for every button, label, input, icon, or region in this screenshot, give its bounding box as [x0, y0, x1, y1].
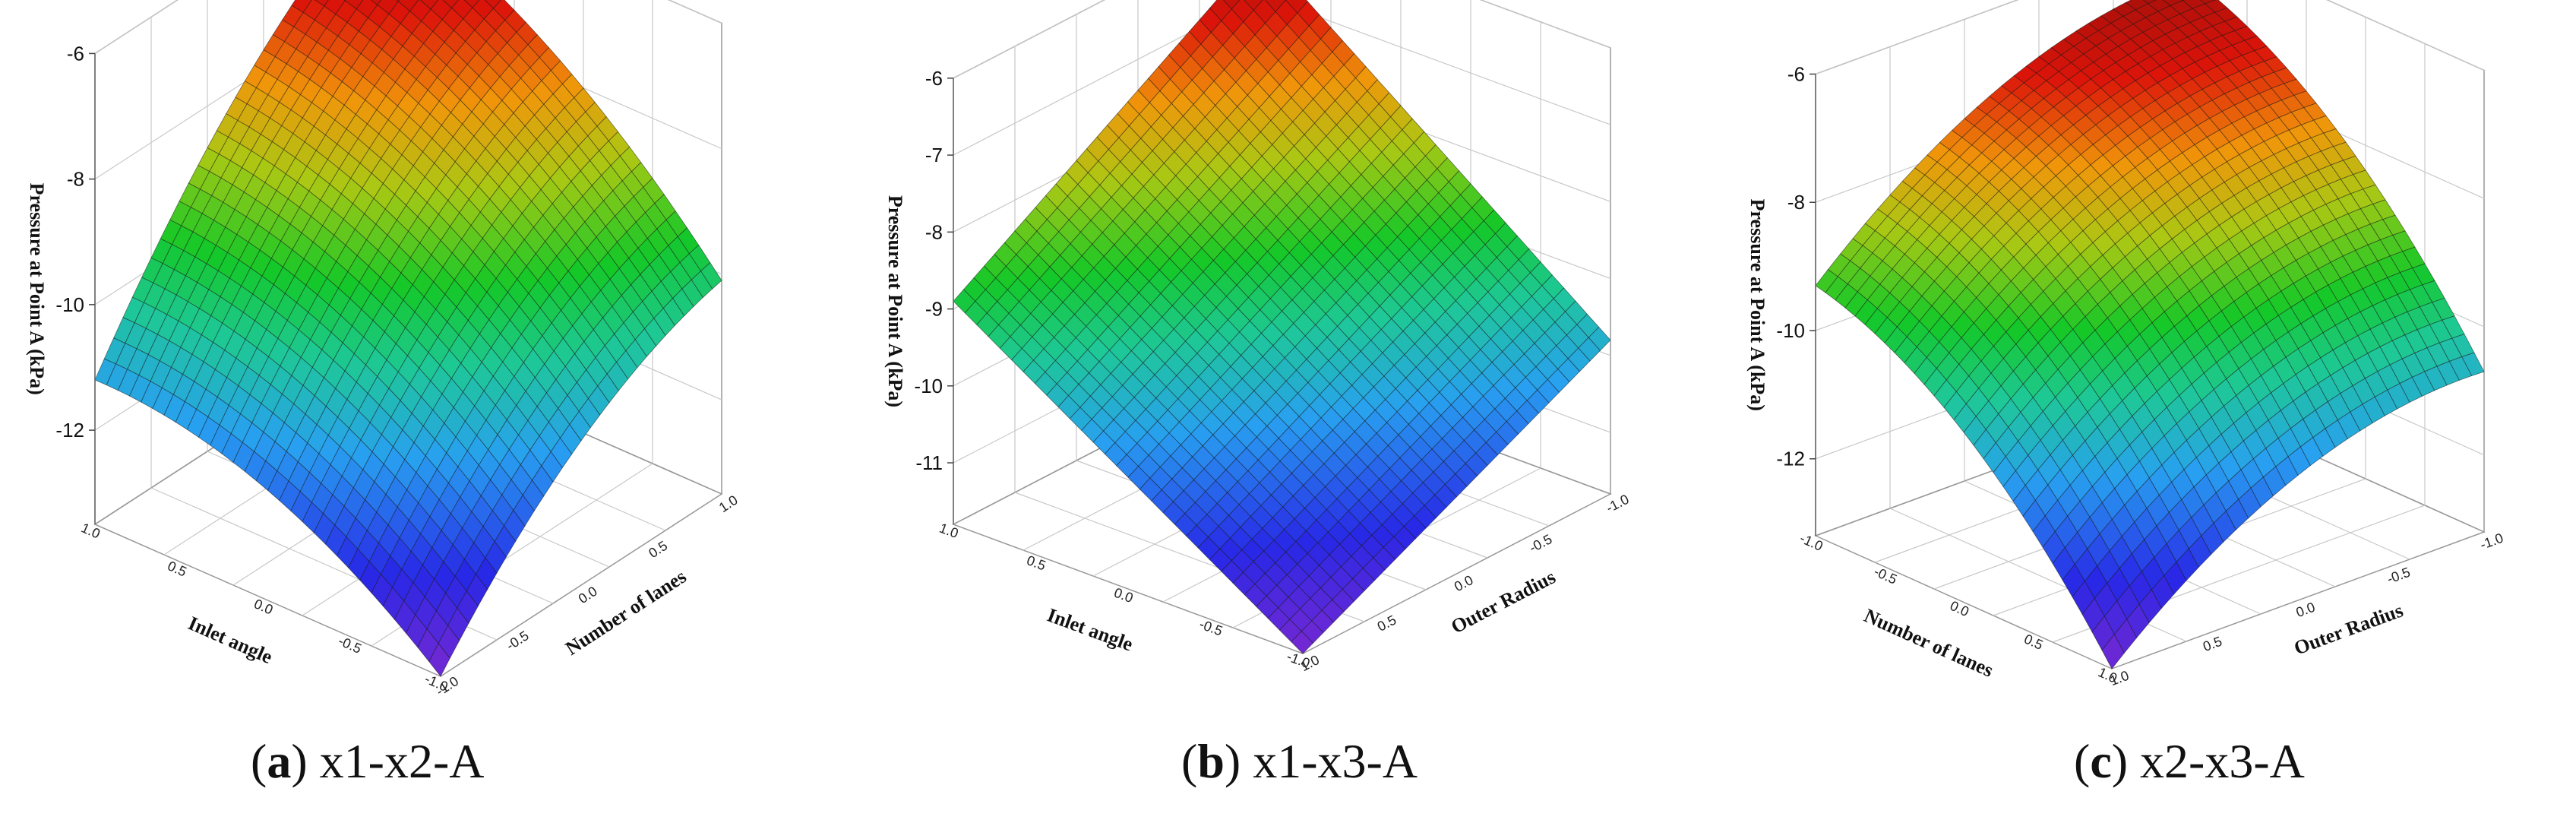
y-tick-label: -1.0	[2478, 530, 2505, 552]
surface-cell	[2101, 634, 2125, 669]
z-axis-label: Pressure at Point A (kPa)	[26, 183, 48, 395]
surface-grid-group: -6 -7 -8 -9 -10 -11 Pressure at Point A (kPa) 1…	[884, 0, 1632, 674]
y-tick-label: -0.5	[2385, 565, 2412, 587]
z-tick-label: -9	[925, 298, 943, 321]
x-axis-label: Inlet angle	[1045, 604, 1136, 656]
caption-c: (c) x2-x3-A	[2074, 734, 2305, 788]
z-tick-label: -10	[55, 293, 84, 316]
x-tick-label: 0.0	[1112, 585, 1135, 606]
x-tick-label: 0.5	[166, 558, 189, 579]
z-tick-label: -10	[914, 375, 943, 397]
z-axis-label: Pressure at Point A (kPa)	[1746, 199, 1768, 411]
z-tick-label: -12	[1776, 448, 1805, 470]
x-tick-label: 0.5	[1025, 552, 1048, 573]
surface-grid-group: -6 -8 -10 -12 Pressure at Point A (kPa) 1.0 0.…	[26, 0, 741, 699]
caption-letter-b: b	[1197, 734, 1225, 788]
chart-panel-c: -6 -8 -10 -12 Pressure at Point A (kPa) -1.0 -…	[1717, 0, 2575, 823]
caption-letter-a: a	[267, 734, 292, 788]
z-tick-label: -6	[67, 42, 84, 65]
x-tick-label: 0.5	[2021, 631, 2045, 654]
surface-plot-a: -6 -8 -10 -12 Pressure at Point A (kPa) 1.0 0.…	[26, 0, 741, 699]
caption-text-a: x1-x2-A	[319, 734, 485, 788]
z-tick-label: -8	[67, 168, 84, 191]
x-axis-label: Number of lanes	[1861, 604, 1997, 681]
surface-cell	[428, 642, 450, 677]
z-tick-label: -10	[1776, 319, 1805, 342]
z-tick-label: -8	[1787, 191, 1805, 214]
z-tick-label: -8	[925, 220, 943, 243]
y-tick-label: 0.0	[1452, 572, 1475, 594]
z-axis-label: Pressure at Point A (kPa)	[884, 195, 906, 407]
z-tick-label: -6	[1787, 62, 1805, 85]
z-tick-label: -11	[915, 451, 943, 474]
x-axis-label: Inlet angle	[185, 612, 275, 668]
caption-b: (b) x1-x3-A	[1181, 734, 1418, 788]
caption-letter-c: c	[2090, 734, 2112, 788]
caption-text-c: x2-x3-A	[2140, 734, 2305, 788]
x-tick-label: 0.0	[251, 596, 275, 617]
z-tick-label: -12	[55, 419, 84, 442]
surface-mesh	[953, 0, 1611, 654]
y-tick-label: -0.5	[504, 628, 532, 654]
caption-a: (a) x1-x2-A	[251, 734, 485, 788]
x-tick-label: -0.5	[1197, 616, 1225, 639]
chart-panel-b: -6 -7 -8 -9 -10 -11 Pressure at Point A (kPa) 1…	[858, 0, 1717, 823]
y-axis-label: Number of lanes	[561, 565, 690, 660]
y-tick-label: 0.5	[1375, 613, 1399, 635]
x-tick-label: -0.5	[336, 633, 363, 657]
x-tick-label: -0.5	[1872, 564, 1900, 587]
x-tick-label: 1.0	[79, 520, 103, 541]
z-tick-label: -6	[925, 67, 943, 90]
surface-plot-b: -6 -7 -8 -9 -10 -11 Pressure at Point A (kPa) 1…	[884, 0, 1632, 674]
z-axis: -6 -8 -10 -12 Pressure at Point A (kPa)	[1746, 62, 1816, 536]
surface-mesh	[1815, 0, 2485, 669]
chart-panel-a: -6 -8 -10 -12 Pressure at Point A (kPa) 1.0 0.…	[0, 0, 858, 823]
caption-text-b: x1-x3-A	[1253, 734, 1418, 788]
z-axis: -6 -7 -8 -9 -10 -11 Pressure at Point A (kPa)	[884, 67, 954, 524]
x-tick-label: 1.0	[937, 521, 960, 541]
x-tick-label: 0.0	[1948, 598, 1971, 620]
surface-plot-c: -6 -8 -10 -12 Pressure at Point A (kPa) -1.0 -…	[1746, 0, 2505, 688]
surface-cell	[1291, 631, 1314, 654]
surface-grid-group: -6 -8 -10 -12 Pressure at Point A (kPa) -1.0 -…	[1746, 0, 2505, 688]
surface-mesh	[94, 0, 722, 677]
y-tick-label: 0.5	[2201, 634, 2224, 654]
y-tick-label: 0.0	[2294, 600, 2317, 620]
z-axis: -6 -8 -10 -12 Pressure at Point A (kPa)	[26, 42, 96, 524]
z-tick-label: -7	[925, 144, 943, 166]
